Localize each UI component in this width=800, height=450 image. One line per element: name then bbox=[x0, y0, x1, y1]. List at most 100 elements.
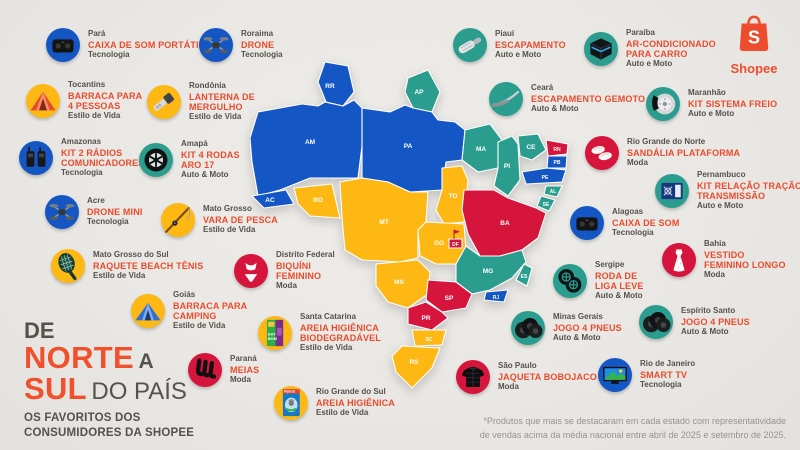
map-state-se bbox=[536, 195, 556, 212]
rod-icon bbox=[165, 207, 190, 233]
map-label-pe: PE bbox=[542, 175, 549, 181]
item-circle bbox=[234, 254, 268, 289]
item-category: Tecnologia bbox=[241, 50, 283, 60]
title-sul: SUL bbox=[24, 371, 87, 407]
map-label-df: DF bbox=[452, 242, 459, 248]
map-label-ma: MA bbox=[476, 146, 486, 153]
svg-text:KAT: KAT bbox=[268, 332, 276, 337]
map-state-mg bbox=[455, 245, 527, 295]
item-circle bbox=[19, 141, 53, 176]
item-text: Mato Grosso do Sul RAQUETE BEACH TÊNIS E… bbox=[93, 250, 204, 281]
item-category: Moda bbox=[276, 281, 297, 291]
item-product-name: ESCAPAMENTO bbox=[495, 39, 566, 50]
map-state-rj bbox=[483, 289, 509, 303]
dress-icon bbox=[673, 249, 685, 272]
speaker-icon bbox=[52, 39, 74, 53]
item-text: Goiás BARRACA PARA CAMPING Estilo de Vida bbox=[173, 290, 248, 331]
item-product-name: VARA DE PESCA bbox=[203, 214, 278, 225]
map-state-es bbox=[515, 263, 533, 287]
item-state-name: Pará bbox=[88, 29, 106, 38]
map-label-rn: RN bbox=[553, 147, 561, 153]
item-circle bbox=[511, 311, 545, 345]
item-state-name: Espírito Santo bbox=[681, 306, 736, 315]
kit-box-icon bbox=[661, 182, 683, 200]
item-text: Amapá KIT 4 RODAS ARO 17 Auto & Moto bbox=[181, 139, 240, 180]
item-product-name: JOGO 4 PNEUS bbox=[553, 322, 622, 333]
item-state-name: Santa Catarina bbox=[300, 312, 357, 321]
tires-icon bbox=[515, 318, 543, 339]
item-state-name: Minas Gerais bbox=[553, 312, 603, 321]
item-category: Tecnologia bbox=[61, 168, 103, 178]
item-text: Amazonas KIT 2 RÁDIOS COMUNICADORES Tecno… bbox=[61, 137, 144, 178]
item-product-name: BIQUÍNI FEMININO bbox=[276, 260, 322, 282]
item-category: Estilo de Vida bbox=[173, 321, 226, 331]
item-text: Mato Grosso VARA DE PESCA Estilo de Vida bbox=[203, 204, 278, 235]
item-product-name: ESCAPAMENTO GEMOTO bbox=[531, 93, 646, 104]
item-category: Tecnologia bbox=[640, 380, 682, 390]
item-product-name: SANDÁLIA PLATAFORMA bbox=[627, 147, 741, 158]
item-category: Auto & Moto bbox=[553, 333, 601, 343]
item-product-name: JAQUETA BOBOJACO bbox=[498, 371, 597, 382]
item-state-name: Alagoas bbox=[612, 207, 644, 216]
item-category: Estilo de Vida bbox=[316, 408, 369, 418]
item-sergipe: Sergipe RODA DE LIGA LEVE Auto & Moto bbox=[553, 260, 644, 301]
item-maranhao: Maranhão KIT SISTEMA FREIO Auto e Moto bbox=[646, 87, 777, 121]
item-state-name: São Paulo bbox=[498, 361, 537, 370]
item-circle bbox=[553, 264, 587, 299]
item-state-name: Rio Grande do Sul bbox=[316, 387, 386, 396]
item-state-name: Maranhão bbox=[688, 88, 726, 97]
item-circle bbox=[584, 32, 618, 67]
item-text: Rondônia LANTERNA DE MERGULHO Estilo de V… bbox=[189, 81, 255, 122]
item-category: Auto & Moto bbox=[681, 327, 729, 337]
item-state-name: Mato Grosso bbox=[203, 204, 252, 213]
item-text: Bahia VESTIDO FEMININO LONGO Moda bbox=[704, 239, 786, 280]
item-mato-grosso-do-sul: Mato Grosso do Sul RAQUETE BEACH TÊNIS E… bbox=[51, 249, 203, 283]
footnote: *Produtos que mais se destacaram em cada… bbox=[456, 415, 786, 442]
item-parana: Paraná MEIAS Moda bbox=[188, 353, 259, 387]
subtitle: OS FAVORITOS DOS CONSUMIDORES DA SHOPEE bbox=[24, 411, 194, 441]
item-state-name: Amazonas bbox=[61, 137, 102, 146]
item-circle bbox=[147, 85, 181, 120]
item-paraiba: Paraíba AR-CONDICIONADO PARA CARRO Auto e… bbox=[584, 28, 716, 69]
item-category: Auto e Moto bbox=[495, 50, 542, 60]
item-sao-paulo: São Paulo JAQUETA BOBOJACO Moda bbox=[456, 360, 597, 394]
item-text: Rio de Janeiro SMART TV Tecnologia bbox=[640, 359, 695, 390]
map-label-rr: RR bbox=[325, 83, 335, 90]
item-product-name: JOGO 4 PNEUS bbox=[681, 316, 750, 327]
item-product-name: CAIXA DE SOM PORTÁTIL bbox=[88, 39, 205, 50]
pipe-icon bbox=[491, 90, 520, 107]
racquet-icon bbox=[58, 253, 77, 281]
item-circle bbox=[199, 28, 233, 62]
item-text: Maranhão KIT SISTEMA FREIO Auto e Moto bbox=[688, 88, 777, 119]
item-category: Moda bbox=[627, 158, 648, 168]
item-category: Estilo de Vida bbox=[68, 111, 121, 121]
item-circle bbox=[639, 305, 673, 339]
item-text: Acre DRONE MINI Tecnologia bbox=[87, 196, 143, 227]
item-para: Pará CAIXA DE SOM PORTÁTIL Tecnologia bbox=[46, 28, 204, 62]
item-category: Moda bbox=[704, 270, 725, 280]
item-category: Tecnologia bbox=[88, 50, 130, 60]
item-category: Auto & Moto bbox=[531, 104, 579, 114]
tv-icon bbox=[603, 366, 627, 384]
item-circle bbox=[26, 84, 60, 119]
item-alagoas: Alagoas CAIXA DE SOM Tecnologia bbox=[570, 206, 679, 240]
item-text: Minas Gerais JOGO 4 PNEUS Auto & Moto bbox=[553, 312, 622, 343]
item-text: São Paulo JAQUETA BOBOJACO Moda bbox=[498, 361, 597, 392]
bikini-icon bbox=[244, 262, 258, 282]
logo-brand-text: Shopee bbox=[730, 61, 778, 76]
item-category: Auto e Moto bbox=[697, 201, 744, 211]
bag-letter: S bbox=[748, 27, 760, 47]
item-text: Paraná MEIAS Moda bbox=[230, 354, 259, 385]
wheel-icon bbox=[144, 148, 168, 172]
item-product-name: LANTERNA DE MERGULHO bbox=[189, 91, 255, 113]
jacket-icon bbox=[461, 366, 485, 387]
map-state-ba bbox=[461, 189, 547, 257]
item-state-name: Distrito Federal bbox=[276, 250, 335, 259]
item-product-name: RAQUETE BEACH TÊNIS bbox=[93, 260, 204, 271]
item-rio-de-janeiro: Rio de Janeiro SMART TV Tecnologia bbox=[598, 358, 695, 392]
item-category: Estilo de Vida bbox=[300, 343, 353, 353]
item-text: Piauí ESCAPAMENTO Auto e Moto bbox=[495, 29, 566, 60]
item-roraima: Roraima DRONE Tecnologia bbox=[199, 28, 283, 62]
item-circle: Pipicat bbox=[274, 386, 308, 420]
item-product-name: BARRACA PARA CAMPING bbox=[173, 300, 248, 322]
